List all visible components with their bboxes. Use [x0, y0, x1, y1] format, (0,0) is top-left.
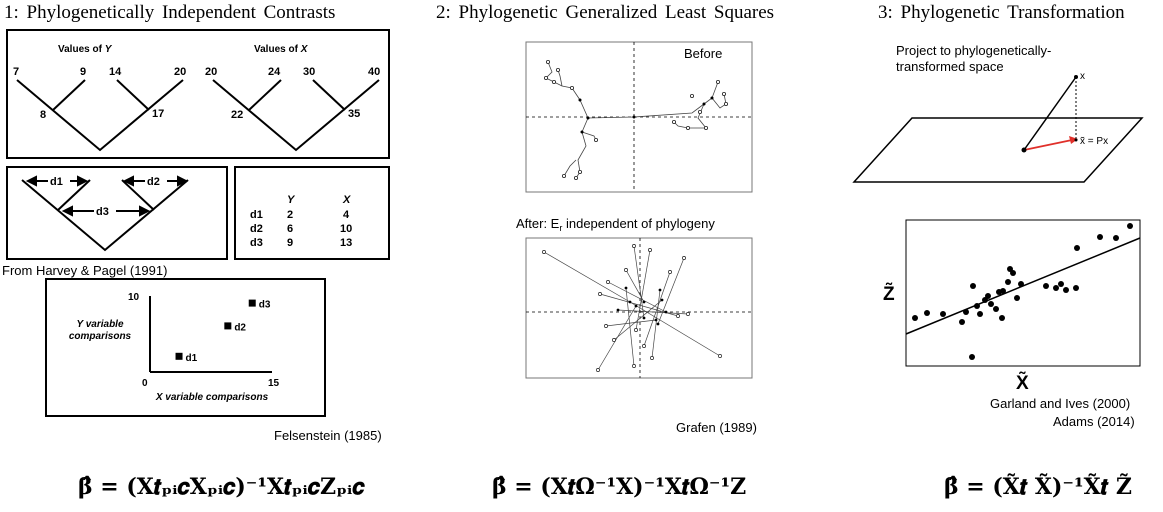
- scatter-y-label-1: Y variable: [76, 319, 124, 330]
- credit-grafen: Grafen (1989): [676, 420, 757, 435]
- after-branches: [543, 245, 721, 371]
- title-pgls: 2: Phylogenetic Generalized Least Square…: [436, 2, 775, 23]
- x-tip-3: 30: [303, 66, 315, 78]
- table-row-label: d2: [250, 223, 263, 235]
- vector-x: [1023, 76, 1077, 151]
- contrast-table: Y X d1 2 4 d2 6 10 d3 9 13: [250, 194, 352, 249]
- tree-x-label-prefix: Values of X: [254, 44, 309, 55]
- x-node-2: 35: [348, 108, 360, 120]
- after-tips: [542, 244, 722, 372]
- panel-pgls: Before After: Er independent of phylogen…: [516, 41, 753, 379]
- projected-vector-head: [1069, 136, 1078, 144]
- before-label: Before: [684, 46, 722, 61]
- table-cell: 6: [287, 223, 293, 235]
- projected-vector: [1023, 139, 1073, 151]
- project-label-line1: Project to phylogenetically-: [896, 43, 1052, 58]
- title-pic: 1: Phylogenetically Independent Contrast…: [4, 2, 336, 23]
- after-plot-frame: [525, 237, 753, 379]
- credit-adams: Adams (2014): [1053, 414, 1135, 429]
- credit-garland: Garland and Ives (2000): [990, 396, 1131, 411]
- before-nodes: [578, 96, 714, 134]
- y-tip-1: 7: [13, 66, 19, 78]
- contrast-tree-box: [6, 166, 228, 260]
- x-tip-1: 20: [205, 66, 217, 78]
- tree-y-label-prefix: Values of Y: [58, 44, 113, 55]
- x-tip-2: 24: [268, 66, 281, 78]
- x-tip-4: 40: [368, 66, 380, 78]
- tree-x-var: X: [300, 44, 309, 55]
- trees-box: [6, 29, 390, 159]
- table-cell: 2: [287, 209, 293, 221]
- after-nodes: [616, 286, 668, 326]
- table-cell: 9: [287, 237, 293, 249]
- table-header-x: X: [342, 194, 351, 206]
- title-pt: 3: Phylogenetic Transformation: [878, 2, 1125, 23]
- scatter-x-min: 0: [142, 378, 148, 389]
- contrast-label-d3: d3: [96, 206, 109, 218]
- z-tilde-label: Z̃: [883, 282, 895, 305]
- contrast-tree: [21, 179, 189, 252]
- contrast-point-label-d3: d3: [259, 300, 271, 311]
- scatter-x-label: X variable comparisons: [155, 392, 269, 403]
- transformed-scatter-frame: [905, 219, 1141, 367]
- contrast-point-d1: [175, 352, 183, 360]
- tree-y: [16, 79, 184, 152]
- contrast-scatter-box: [45, 278, 326, 417]
- vector-px-label: x̃ = Px: [1080, 136, 1108, 147]
- after-label: After: Er independent of phylogeny: [516, 216, 715, 233]
- before-tips: [544, 60, 728, 180]
- contrast-label-d1: d1: [50, 176, 63, 188]
- tree-y-var: Y: [105, 44, 113, 55]
- table-row-label: d1: [250, 209, 263, 221]
- vector-x-label: x: [1080, 71, 1085, 82]
- transformed-plane: [852, 117, 1144, 183]
- y-tip-4: 20: [174, 66, 186, 78]
- x-node-1: 22: [231, 109, 243, 121]
- credit-harvey: From Harvey & Pagel (1991): [2, 263, 168, 278]
- contrast-point-d2: [224, 322, 232, 330]
- y-node-1: 8: [40, 109, 46, 121]
- contrast-points: d1 d2 d3: [175, 299, 271, 364]
- table-cell: 13: [340, 237, 352, 249]
- transformed-points: [912, 223, 1133, 360]
- scatter-y-max: 10: [128, 292, 140, 303]
- contrast-point-label-d1: d1: [186, 353, 198, 364]
- project-label: Project to phylogenetically- transformed…: [896, 43, 1051, 75]
- contrast-arrows: [25, 175, 189, 217]
- formula-pt: β̂ = (X̃𝒕 X̃)⁻¹X̃𝒕 Z̃: [944, 474, 1132, 500]
- panel-pt: x x̃ = Px Z̃ X̃: [852, 71, 1144, 394]
- formula-pic: β̂ = (X𝒕ₚᵢ𝒄Xₚᵢ𝒄)⁻¹X𝒕ₚᵢ𝒄Zₚᵢ𝒄: [78, 474, 365, 500]
- contrast-scatter-axes: [149, 296, 272, 373]
- table-header-y: Y: [287, 194, 296, 206]
- panel-pic: Values of Y Values of X 7 9 14 20 8 17 2…: [6, 29, 390, 417]
- table-cell: 10: [340, 223, 352, 235]
- scatter-x-max: 15: [268, 378, 280, 389]
- y-tip-3: 14: [109, 66, 122, 78]
- contrast-table-box: [234, 166, 390, 260]
- credit-felsenstein: Felsenstein (1985): [274, 428, 382, 443]
- contrast-label-d2: d2: [147, 176, 160, 188]
- formula-pgls: β̂ = (X𝒕Ω⁻¹X)⁻¹X𝒕Ω⁻¹Z: [492, 474, 747, 500]
- table-cell: 4: [343, 209, 350, 221]
- tree-x: [212, 79, 380, 152]
- table-row-label: d3: [250, 237, 263, 249]
- y-tip-2: 9: [80, 66, 86, 78]
- y-node-2: 17: [152, 108, 164, 120]
- before-branches: [545, 61, 727, 179]
- x-tilde-label: X̃: [1016, 371, 1029, 394]
- contrast-point-label-d2: d2: [234, 322, 246, 333]
- project-label-line2: transformed space: [896, 59, 1004, 74]
- contrast-point-d3: [248, 299, 256, 307]
- scatter-y-label-2: comparisons: [69, 331, 132, 342]
